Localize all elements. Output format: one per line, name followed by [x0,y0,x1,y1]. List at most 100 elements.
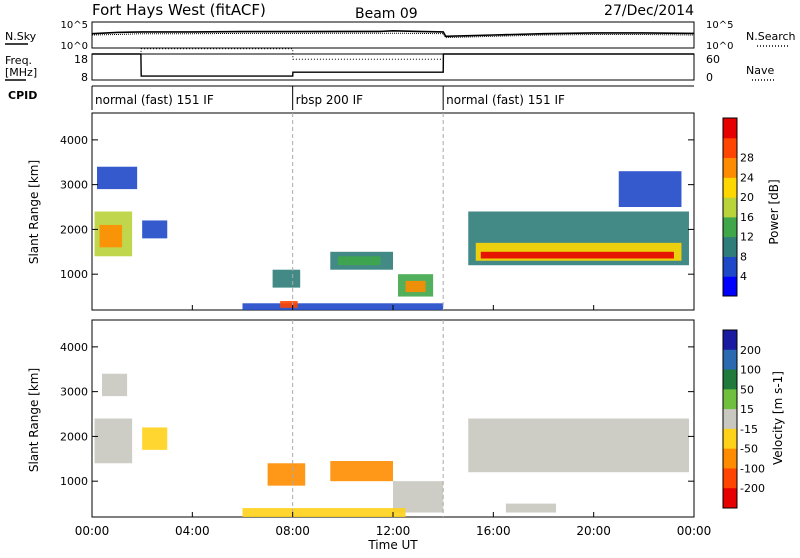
freq-series-group [92,48,694,77]
power-echo-region-8 [405,280,426,293]
cpid-label: CPID [8,89,37,102]
velocity-echo-region-2 [142,427,168,450]
power-colorbar-tick-0: 4 [740,270,747,283]
power-colorbar-frame [722,117,738,297]
time-tick-label-3: 12:00 [376,524,411,538]
velocity-ylabel: Slant Range [km] [27,368,41,472]
power-colorbar: 4 8 12 16 20 24 28 [722,117,754,297]
power-echo-region-14 [618,171,682,208]
velocity-ytick-label-0: 1000 [60,475,88,488]
freq-left-tick-top: 18 [74,53,88,66]
velocity-colorbar-segment-8 [723,488,737,509]
power-ytick-label-2: 3000 [60,179,88,192]
power-colorbar-segment-8 [723,118,737,139]
power-echo-region-10 [280,301,298,308]
freq-right-tick-bottom: 0 [706,71,713,84]
power-echo-region-6 [337,256,381,266]
mode-label-0: normal (fast) 151 IF [95,93,214,107]
noise-left-tick-bottom: 10^0 [61,41,88,52]
velocity-ytick-label-1: 2000 [60,430,88,443]
mode-label-2: normal (fast) 151 IF [446,93,565,107]
time-tick-label-0: 00:00 [75,524,110,538]
velocity-ytick-label-2: 3000 [60,386,88,399]
power-colorbar-tick-5: 24 [740,171,754,184]
power-echo-region-2 [97,166,138,190]
velocity-echo-region-3 [267,463,306,486]
velocity-colorbar-segment-0 [723,330,737,351]
beam-label: Beam 09 [355,6,418,22]
velocity-colorbar-segment-5 [723,428,737,450]
velocity-colorbar-segment-1 [723,349,737,371]
power-colorbar-segment-5 [723,177,737,198]
nave-label: Nave [746,64,774,77]
noise-series-1 [91,32,695,39]
velocity-colorbar-tick-1: 100 [740,364,761,377]
velocity-colorbar-frame [722,329,738,509]
date-label: 27/Dec/2014 [604,3,694,19]
power-ytick-label-0: 1000 [60,268,88,281]
power-colorbar-segment-4 [723,197,737,218]
power-colorbar-tick-3: 16 [740,211,754,224]
velocity-echo-region-7 [468,418,689,473]
noise-left-tick-top: 10^5 [61,20,88,31]
time-tick-label-1: 04:00 [175,524,210,538]
velocity-colorbar-segment-2 [723,369,737,390]
power-colorbar-segment-2 [723,236,737,257]
time-tick-label-6: 00:00 [677,524,712,538]
time-tick-label-2: 08:00 [275,524,310,538]
freq-panel-frame [91,53,695,81]
power-echo-region-1 [99,224,123,248]
mode-label-1: rbsp 200 IF [296,93,363,107]
freq-left-tick-bottom: 8 [81,71,88,84]
power-axes-group: 1000 2000 3000 4000 [60,113,695,310]
station-title: Fort Hays West (fitACF) [92,1,266,19]
velocity-panel: 1000 2000 3000 4000 Slant Range [km] [27,319,695,518]
velocity-colorbar-tick-4: -15 [740,423,758,436]
time-axis-label: Time UT [367,538,418,552]
freq-label-line2: [MHz] [5,66,37,79]
power-colorbar-tick-1: 8 [740,250,747,263]
power-echo-region-9 [242,303,444,310]
nsky-label: N.Sky [5,30,37,43]
time-tick-label-5: 20:00 [576,524,611,538]
power-ylabel: Slant Range [km] [27,160,41,264]
power-colorbar-segment-7 [723,137,737,159]
velocity-data-group [94,373,689,517]
freq-series-1 [92,48,694,60]
velocity-colorbar-segment-7 [723,468,737,489]
power-colorbar-tick-2: 12 [740,231,754,244]
velocity-colorbar-segment-6 [723,448,737,469]
velocity-axes-group: 1000 2000 3000 4000 [60,320,695,517]
power-colorbar-tick-4: 20 [740,191,754,204]
noise-right-tick-top: 10^5 [706,20,733,31]
noise-series-0 [91,29,695,38]
velocity-colorbar-segment-3 [723,389,737,410]
power-colorbar-label: Power [dB] [767,179,781,244]
velocity-ytick-label-3: 4000 [60,341,88,354]
velocity-colorbar-tick-6: -100 [740,462,765,475]
power-echo-region-13 [480,251,674,259]
velocity-echo-region-8 [505,503,557,513]
power-echo-region-3 [142,220,168,239]
noise-panel-frame [91,21,695,49]
freq-label-line1: Freq. [5,54,32,67]
velocity-echo-region-0 [94,418,133,464]
power-colorbar-segment-3 [723,216,737,238]
power-colorbar-segment-1 [723,256,737,277]
power-data-group [94,166,689,310]
noise-series-group [91,29,695,39]
velocity-colorbar-tick-2: 50 [740,383,754,396]
power-echo-region-4 [272,269,301,288]
velocity-echo-region-6 [242,508,406,517]
power-colorbar-segment-6 [723,157,737,178]
velocity-colorbar-tick-7: -200 [740,482,765,495]
freq-right-tick-top: 60 [706,53,720,66]
time-axis-ticks: 00:00 04:00 08:00 12:00 16:00 20:00 00:00 [75,524,712,538]
velocity-colorbar-segment-4 [723,409,737,430]
velocity-colorbar-tick-0: 200 [740,344,761,357]
power-colorbar-tick-6: 28 [740,152,754,165]
velocity-echo-region-1 [102,373,128,397]
power-ytick-label-1: 2000 [60,223,88,236]
